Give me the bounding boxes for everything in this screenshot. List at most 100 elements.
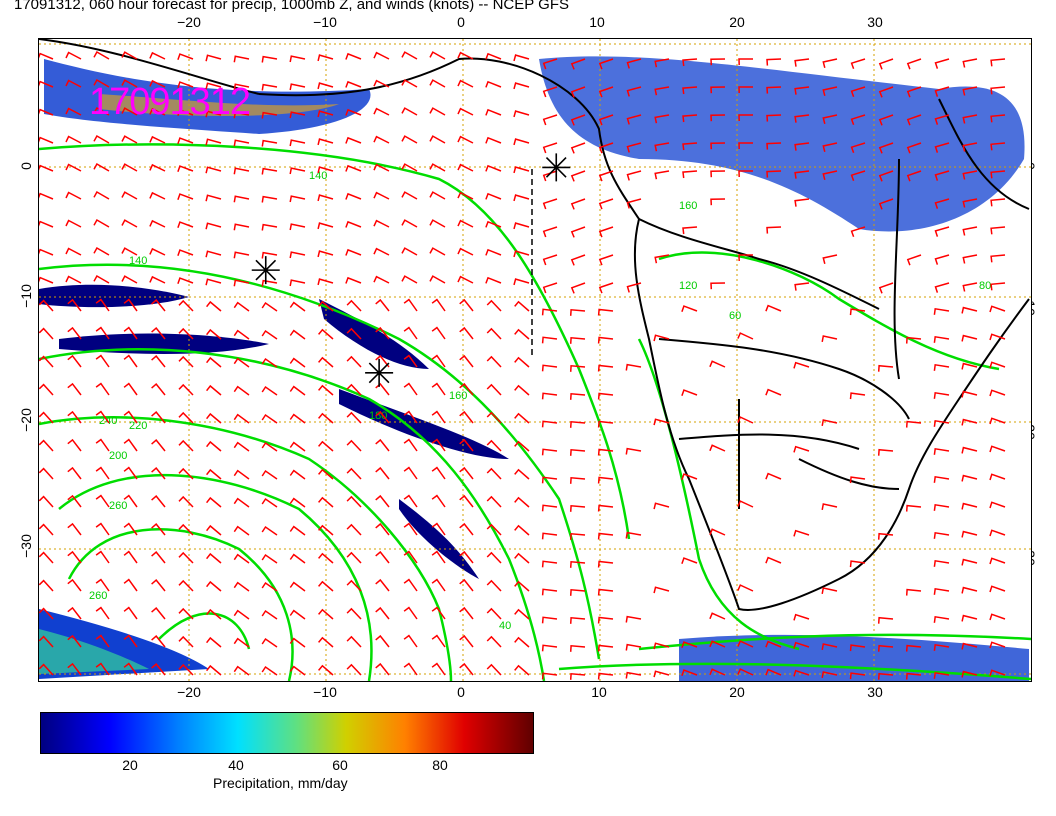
wind-barb: [962, 198, 978, 208]
wind-barb: [261, 195, 278, 203]
wind-barb: [233, 251, 250, 259]
wind-barb: [318, 440, 334, 452]
wind-barb: [457, 163, 474, 172]
country-border: [638, 218, 880, 310]
wind-barb: [459, 634, 474, 648]
wind-barb: [849, 672, 866, 680]
wind-barb: [289, 251, 306, 259]
wind-barb: [289, 469, 306, 480]
wind-barb: [514, 664, 530, 676]
wind-barb: [65, 219, 82, 228]
wind-barb: [598, 86, 614, 98]
wind-barb: [989, 445, 1006, 453]
wind-barb: [318, 468, 334, 480]
wind-barb: [597, 392, 614, 400]
wind-barb: [401, 191, 418, 200]
wind-barb: [403, 662, 418, 676]
wind-barb: [990, 226, 1006, 235]
precip-area: [39, 284, 189, 308]
wind-barb: [401, 51, 418, 60]
wind-barb: [486, 327, 502, 340]
wind-barb: [990, 86, 1006, 95]
wind-barb: [569, 448, 586, 456]
wind-barb: [151, 523, 166, 536]
wind-barb: [569, 532, 586, 540]
wind-barb: [289, 301, 306, 312]
wind-barb: [317, 222, 334, 230]
wind-barb: [457, 219, 474, 228]
wind-barb: [457, 79, 474, 88]
wind-barb: [289, 553, 306, 564]
wind-barb: [206, 412, 222, 424]
precipitation-colorbar: [40, 712, 534, 754]
wind-barb: [933, 643, 950, 651]
wind-barb: [626, 58, 642, 69]
wind-barb: [403, 606, 418, 620]
contour-line: [67, 528, 294, 681]
top-lon-tick: 10: [589, 14, 605, 30]
wind-barb: [67, 550, 82, 564]
country-border: [798, 458, 900, 490]
wind-barb: [598, 170, 614, 182]
wind-barb: [95, 606, 110, 620]
wind-barb: [709, 612, 726, 620]
wind-barb: [318, 356, 334, 368]
wind-barb: [766, 142, 782, 150]
wind-barb: [233, 167, 250, 175]
wind-barb: [794, 58, 810, 67]
wind-barb: [205, 54, 222, 62]
wind-barb: [597, 336, 614, 344]
wind-barb: [149, 247, 166, 256]
precip-area: [339, 389, 509, 459]
wind-barb: [459, 354, 474, 368]
wind-barb: [429, 79, 446, 88]
wind-barb: [149, 135, 166, 144]
wind-barb: [682, 86, 698, 95]
wind-barb: [205, 138, 222, 146]
wind-barb: [431, 606, 446, 620]
wind-barb: [514, 440, 530, 452]
wind-barb: [289, 167, 306, 175]
wind-barb: [431, 494, 446, 508]
wind-barb: [710, 114, 726, 122]
top-lon-tick: 20: [729, 14, 745, 30]
wind-barb: [289, 329, 306, 340]
wind-barb: [710, 58, 726, 66]
wind-barb: [65, 247, 82, 256]
wind-barb: [569, 476, 586, 484]
wind-barb: [67, 606, 82, 620]
wind-barb: [206, 580, 222, 592]
wind-barb: [933, 391, 950, 399]
wind-barb: [457, 135, 474, 144]
country-border: [658, 338, 910, 420]
wind-barb: [710, 86, 726, 94]
wind-barb: [822, 142, 838, 152]
wind-barb: [93, 162, 110, 172]
wind-barb: [597, 448, 614, 456]
wind-barb: [989, 417, 1006, 425]
wind-barb: [542, 254, 558, 266]
wind-barb: [821, 643, 838, 651]
wind-barb: [654, 86, 670, 96]
contour-label: 160: [449, 390, 467, 402]
wind-barb: [261, 251, 278, 259]
wind-barb: [514, 384, 530, 396]
wind-barb: [375, 382, 390, 396]
wind-barb: [513, 222, 530, 230]
wind-barb: [403, 410, 418, 424]
precip-area: [319, 299, 429, 369]
wind-barb: [178, 523, 194, 536]
wind-barb: [261, 55, 278, 63]
wind-barb: [989, 557, 1006, 565]
wind-barb: [569, 672, 586, 680]
wind-barb: [318, 664, 334, 676]
wind-barb: [570, 58, 586, 70]
map-panel: 140 140 160 180 200 220 240 260 260 160 …: [38, 38, 1032, 682]
wind-barb: [934, 86, 950, 97]
wind-barb: [597, 476, 614, 484]
wind-barb: [39, 383, 54, 396]
wind-barb: [205, 166, 222, 174]
wind-barb: [121, 163, 138, 172]
wind-barb: [261, 609, 278, 620]
contour-label: 120: [679, 280, 697, 292]
